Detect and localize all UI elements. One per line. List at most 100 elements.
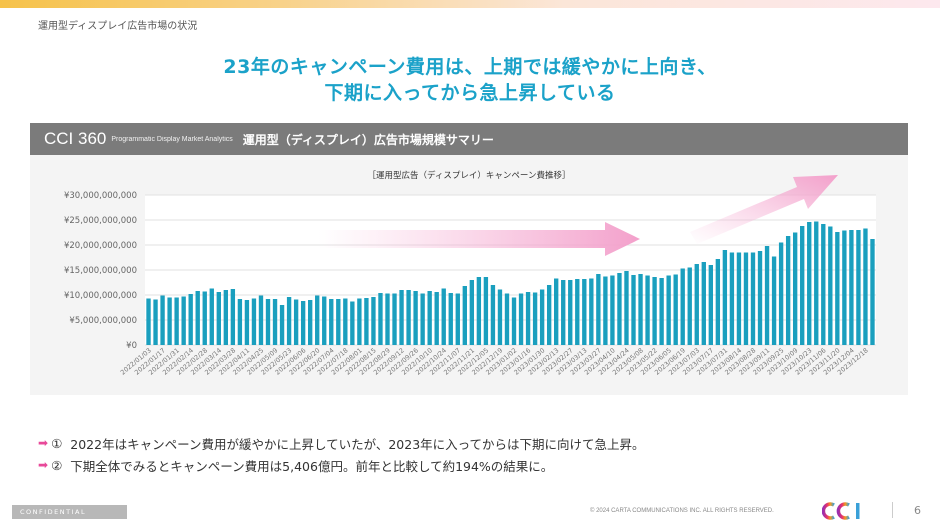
bar	[518, 293, 524, 345]
bar	[265, 299, 271, 345]
bar	[195, 291, 200, 345]
bar	[160, 295, 165, 345]
bullet-text: 2022年はキャンペーン費用が緩やかに上昇していたが、2023年に入ってからは下…	[70, 436, 645, 452]
bar	[364, 298, 369, 345]
bar	[568, 280, 573, 345]
bar	[357, 298, 362, 345]
bar	[729, 252, 735, 345]
bullet-item: ➡ ② 下期全体でみるとキャンペーン費用は5,406億円。前年と比較して約194…	[38, 454, 645, 476]
bar	[300, 301, 306, 345]
bar	[399, 290, 404, 345]
bar	[870, 239, 875, 345]
bar	[722, 250, 728, 345]
bar	[743, 252, 749, 345]
top-gradient-bar	[0, 0, 940, 8]
bar	[652, 277, 657, 345]
bar	[392, 293, 397, 345]
bar	[286, 297, 292, 345]
bar	[448, 293, 453, 345]
bar	[315, 295, 320, 345]
bar	[329, 299, 334, 345]
bar	[497, 289, 503, 345]
bar	[687, 267, 692, 345]
y-tick-label: ¥0	[126, 341, 137, 351]
bar	[631, 275, 636, 345]
bar	[307, 300, 313, 345]
bar	[230, 289, 236, 345]
bar	[596, 274, 601, 345]
bar	[336, 299, 341, 345]
headline-line-2: 下期に入ってから急上昇している	[324, 82, 616, 104]
bar	[849, 230, 854, 345]
bar	[715, 259, 721, 345]
trend-arrow-diagonal	[690, 175, 838, 244]
bar	[708, 265, 714, 345]
bar	[546, 285, 552, 345]
bar	[821, 224, 826, 345]
bar	[469, 280, 475, 345]
bar	[343, 298, 348, 345]
bar	[406, 290, 411, 345]
bar	[223, 290, 229, 345]
headline-line-1: 23年のキャンペーン費用は、上期では緩やかに上向き、	[223, 56, 717, 78]
bar	[680, 268, 685, 345]
bar	[807, 222, 812, 345]
bar	[462, 286, 467, 345]
bar	[757, 251, 763, 345]
bar	[532, 292, 538, 345]
bar	[455, 293, 460, 345]
bar	[610, 275, 615, 345]
bar	[750, 252, 756, 345]
panel-title: 運用型（ディスプレイ）広告市場規模サマリー	[242, 132, 494, 147]
bar	[638, 274, 643, 345]
arrow-right-icon: ➡	[38, 436, 49, 450]
bar	[420, 293, 425, 345]
bar	[673, 274, 678, 345]
bar	[504, 293, 510, 345]
bar	[216, 292, 221, 345]
chart-title: ［運用型広告（ディスプレイ）キャンペーン費推移］	[367, 171, 571, 181]
bar	[554, 278, 559, 345]
y-tick-label: ¥25,000,000,000	[64, 216, 137, 226]
bar	[589, 278, 594, 345]
bar	[785, 236, 791, 345]
bar	[167, 297, 172, 345]
bar	[701, 262, 706, 345]
bar	[188, 294, 193, 345]
bar	[624, 271, 629, 345]
panel-header: CCI 360 Programmatic Display Market Anal…	[30, 123, 908, 155]
bar	[539, 289, 545, 345]
bullet-number: ①	[51, 435, 63, 451]
bar	[828, 226, 833, 345]
y-tick-label: ¥20,000,000,000	[64, 241, 137, 251]
bar	[856, 230, 861, 345]
bar	[771, 256, 777, 345]
y-tick-label: ¥15,000,000,000	[64, 266, 137, 276]
bar	[244, 300, 250, 345]
y-tick-label: ¥30,000,000,000	[64, 191, 137, 201]
arrow-right-icon: ➡	[38, 458, 49, 472]
y-tick-label: ¥10,000,000,000	[64, 291, 137, 301]
bar	[153, 299, 158, 345]
confidential-badge: CONFIDENTIAL	[12, 505, 127, 519]
bar	[582, 279, 587, 345]
bar	[525, 292, 531, 345]
bar	[413, 291, 418, 345]
bar	[385, 293, 390, 345]
bar	[603, 276, 608, 345]
bar	[617, 273, 622, 345]
section-title: 運用型ディスプレイ広告市場の状況	[38, 21, 198, 32]
bar	[764, 246, 770, 345]
footer-divider	[892, 502, 893, 518]
bar	[322, 296, 327, 345]
bar	[371, 297, 376, 345]
bar	[279, 305, 285, 345]
bar	[350, 301, 355, 345]
bar	[842, 230, 847, 345]
bar	[251, 298, 257, 345]
bullet-text: 下期全体でみるとキャンペーン費用は5,406億円。前年と比較して約194%の結果…	[70, 458, 554, 474]
trend-arrow-horizontal	[318, 222, 640, 256]
bar	[378, 293, 383, 345]
y-tick-label: ¥5,000,000,000	[69, 316, 137, 326]
